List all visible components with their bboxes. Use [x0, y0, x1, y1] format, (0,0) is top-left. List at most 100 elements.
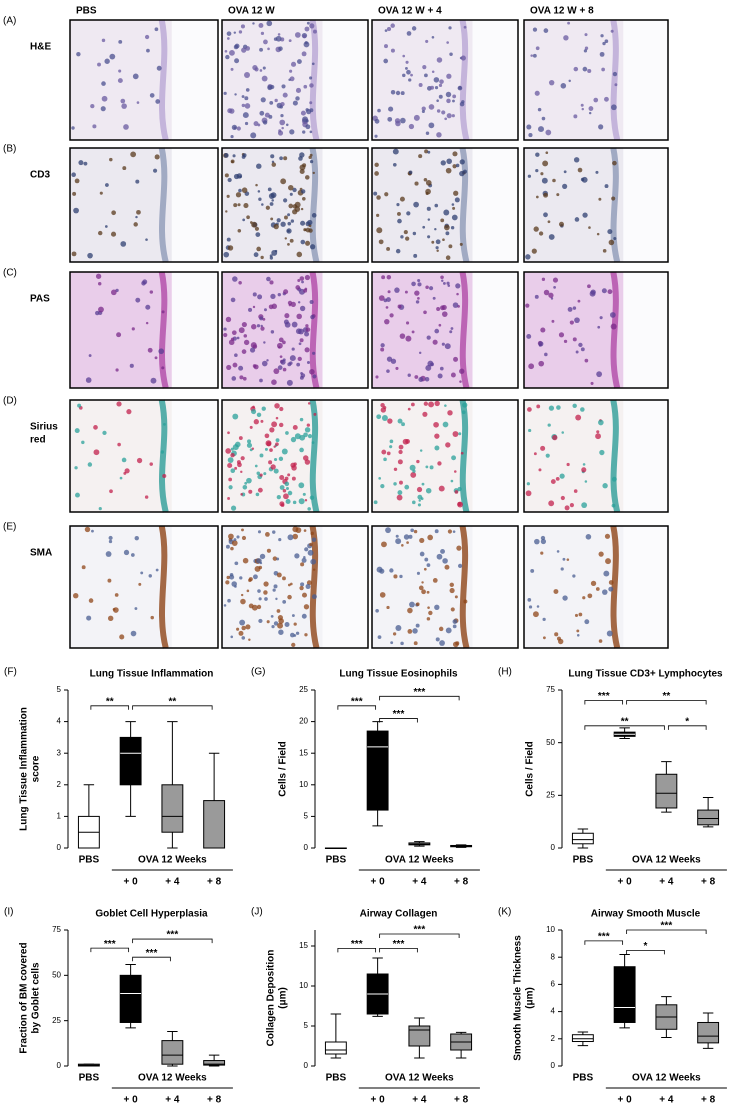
- significance-label: ***: [146, 948, 158, 959]
- nucleus: [412, 500, 416, 505]
- nucleus: [136, 101, 140, 104]
- significance-bracket: [667, 725, 707, 730]
- nucleus: [563, 35, 569, 41]
- stain-label: Sirius: [30, 422, 58, 433]
- nucleus: [612, 160, 617, 166]
- nucleus: [271, 162, 277, 167]
- nucleus: [124, 468, 130, 474]
- nucleus: [535, 169, 539, 173]
- nucleus: [309, 23, 315, 29]
- nucleus: [459, 368, 465, 374]
- panel-label: (C): [3, 268, 17, 279]
- lumen: [472, 272, 518, 388]
- nucleus: [389, 445, 393, 449]
- stain-label: PAS: [30, 294, 50, 305]
- nucleus: [608, 239, 615, 246]
- nucleus: [309, 542, 313, 547]
- nucleus: [288, 78, 291, 82]
- nucleus: [540, 172, 544, 176]
- nucleus: [385, 527, 391, 534]
- nucleus: [265, 205, 270, 210]
- nucleus: [399, 480, 403, 485]
- nucleus: [426, 335, 431, 340]
- nucleus: [567, 21, 571, 25]
- nucleus: [240, 24, 245, 29]
- nucleus: [263, 581, 269, 587]
- nucleus: [528, 363, 535, 370]
- nucleus: [431, 36, 435, 39]
- nucleus: [87, 462, 93, 467]
- nucleus: [269, 256, 274, 260]
- nucleus: [561, 431, 564, 434]
- nucleus: [230, 337, 235, 341]
- nucleus: [268, 460, 273, 465]
- nucleus: [451, 114, 455, 118]
- nucleus: [304, 41, 308, 45]
- nucleus: [397, 459, 403, 465]
- nucleus: [136, 209, 141, 215]
- upper-whisker: [125, 963, 136, 976]
- nucleus: [582, 212, 588, 218]
- nucleus: [250, 132, 257, 139]
- nucleus: [390, 358, 397, 364]
- nucleus: [558, 221, 564, 227]
- nucleus: [564, 505, 570, 511]
- nucleus: [450, 226, 455, 230]
- nucleus: [305, 584, 311, 590]
- nucleus: [129, 363, 134, 368]
- micrograph: [523, 19, 669, 141]
- nucleus: [251, 409, 257, 415]
- y-tick-label: 25: [546, 790, 555, 799]
- nucleus: [244, 481, 248, 485]
- nucleus: [374, 118, 380, 124]
- nucleus: [395, 248, 401, 254]
- nucleus: [286, 228, 292, 234]
- micrograph: [523, 525, 669, 649]
- nucleus: [309, 495, 315, 500]
- micrograph-frame: [221, 19, 369, 141]
- nucleus: [101, 38, 106, 43]
- nucleus: [415, 300, 420, 304]
- significance-label: **: [621, 716, 629, 727]
- nucleus: [555, 476, 560, 481]
- nucleus: [426, 206, 431, 211]
- nucleus: [309, 153, 313, 157]
- nucleus: [599, 316, 603, 320]
- nucleus: [415, 602, 420, 607]
- nucleus: [418, 82, 423, 87]
- nucleus: [386, 451, 391, 456]
- nucleus: [98, 306, 104, 313]
- nucleus: [588, 111, 592, 115]
- nucleus: [291, 614, 295, 618]
- airway-wall: [158, 525, 169, 649]
- nucleus: [406, 541, 409, 544]
- nucleus: [532, 611, 539, 618]
- nucleus: [383, 406, 387, 410]
- lumen: [322, 272, 368, 388]
- nucleus: [397, 490, 403, 496]
- y-axis-label: by Goblet cells: [31, 962, 42, 1034]
- nucleus: [449, 587, 455, 594]
- nucleus: [292, 533, 299, 540]
- chart-title: Airway Smooth Muscle: [591, 909, 701, 920]
- nucleus: [230, 159, 235, 164]
- nucleus: [77, 403, 82, 408]
- nucleus: [262, 66, 266, 70]
- nucleus: [410, 73, 413, 77]
- y-tick-label: 4: [551, 1007, 556, 1016]
- nucleus: [90, 103, 95, 109]
- nucleus: [307, 507, 311, 511]
- nucleus: [530, 568, 535, 573]
- micrograph: [371, 525, 519, 649]
- group-label: OVA 12 Weeks: [385, 1073, 454, 1084]
- x-tick-label: PBS: [326, 1073, 347, 1084]
- nucleus: [226, 31, 232, 36]
- nucleus: [536, 404, 541, 409]
- nucleus: [299, 168, 305, 175]
- nucleus: [230, 297, 236, 303]
- nucleus: [232, 444, 239, 451]
- nucleus: [299, 417, 304, 422]
- nucleus: [405, 335, 412, 342]
- nucleus: [440, 160, 446, 166]
- nucleus: [111, 210, 116, 216]
